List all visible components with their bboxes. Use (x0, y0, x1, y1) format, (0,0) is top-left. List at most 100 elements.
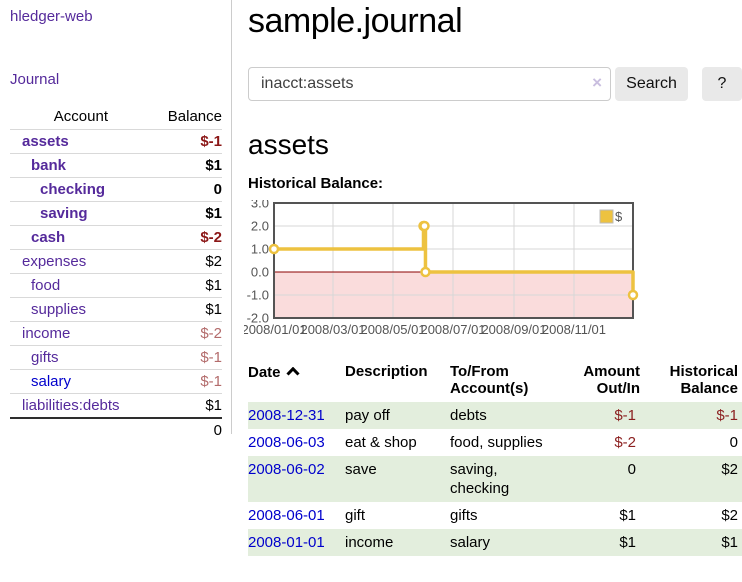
transaction-balance: $2 (721, 507, 738, 524)
account-link[interactable]: assets (22, 133, 69, 150)
data-point (420, 266, 431, 278)
account-balance: $1 (151, 153, 222, 178)
account-link[interactable]: cash (31, 229, 66, 246)
register-header-amount: Amount Out/In (583, 363, 640, 397)
transaction-date-link[interactable]: 2008-06-03 (248, 434, 325, 451)
x-tick-label: 2008/01/01 (244, 322, 307, 337)
accounts-total-row: 0 (10, 417, 222, 442)
account-link[interactable]: income (22, 325, 71, 342)
account-row: food $1 (10, 273, 222, 298)
transaction-row: 2008-01-01 income salary $1 $1 (248, 529, 742, 556)
register-table-body: 2008-12-31 pay off debts $-1 $-1 2008-06-03 ea… (248, 402, 742, 556)
accounts-table: Account Balance assets $-1 bank $1 checking 0… (10, 105, 222, 442)
transaction-description: income (345, 534, 394, 551)
nav-journal: Journal (10, 71, 222, 88)
account-balance: $1 (151, 297, 222, 322)
account-balance: $-1 (151, 129, 222, 154)
account-balance: $-1 (151, 369, 222, 394)
search-button[interactable]: Search (615, 67, 688, 101)
register-header-date[interactable]: Date (248, 361, 345, 402)
account-row: supplies $1 (10, 297, 222, 322)
sidebar: hledger-web Journal Account Balance asse… (0, 0, 232, 442)
transaction-balance: $1 (721, 534, 738, 551)
account-row: bank $1 (10, 153, 222, 178)
account-balance: $2 (151, 249, 222, 274)
plot-border (273, 202, 634, 319)
y-tick-label: 1.0 (251, 242, 269, 257)
account-link[interactable]: liabilities:debts (22, 397, 120, 414)
y-tick-label: -2.0 (247, 311, 269, 326)
account-balance: $-1 (151, 345, 222, 370)
account-balance: $-2 (151, 321, 222, 346)
register-header-accounts: To/From Account(s) (450, 363, 529, 397)
transaction-date-link[interactable]: 2008-01-01 (248, 534, 325, 551)
transaction-accounts: food, supplies (450, 434, 543, 451)
account-row: liabilities:debts $1 (10, 393, 222, 418)
account-balance: $-2 (151, 225, 222, 250)
legend-label: $ (615, 209, 623, 224)
accounts-total-value: 0 (151, 417, 222, 442)
y-tick-label: 2.0 (251, 219, 269, 234)
transaction-description: pay off (345, 407, 390, 424)
x-tick-label: 2008/09/01 (481, 322, 546, 337)
historical-balance-chart: 3.0 2.0 1.0 0.0 -1.0 -2.02008/01/012008/03/01… (244, 200, 639, 337)
page-title: sample.journal (248, 2, 463, 40)
account-link[interactable]: checking (40, 181, 106, 198)
account-balance: 0 (151, 177, 222, 202)
journal-link[interactable]: Journal (10, 71, 60, 88)
sort-ascending-icon (285, 363, 300, 380)
transaction-accounts: gifts (450, 507, 478, 524)
account-link[interactable]: saving (40, 205, 88, 222)
transaction-date-link[interactable]: 2008-12-31 (248, 407, 325, 424)
transaction-amount: $1 (619, 534, 636, 551)
account-row: saving $1 (10, 201, 222, 226)
transaction-row: 2008-06-01 gift gifts $1 $2 (248, 502, 742, 529)
account-link[interactable]: bank (31, 157, 67, 174)
account-link[interactable]: salary (31, 373, 72, 390)
account-row: income $-2 (10, 321, 222, 346)
account-row: assets $-1 (10, 129, 222, 154)
legend-swatch (599, 209, 614, 224)
account-row: cash $-2 (10, 225, 222, 250)
y-tick-label: 0.0 (251, 265, 269, 280)
account-link[interactable]: gifts (31, 349, 59, 366)
y-tick-label: 3.0 (251, 200, 269, 211)
account-link[interactable]: food (31, 277, 61, 294)
transaction-accounts: saving, checking (450, 461, 510, 497)
account-heading: assets (248, 129, 329, 160)
register-header-description: Description (345, 363, 428, 380)
transaction-accounts: salary (450, 534, 491, 551)
data-point (627, 289, 639, 301)
clear-search-icon[interactable]: × (592, 73, 602, 92)
x-tick-label: 2008/11/01 (542, 322, 606, 337)
help-button[interactable]: ? (702, 67, 742, 101)
account-link[interactable]: expenses (22, 253, 87, 270)
main-content: sample.journal × Search ? assets Histori… (244, 0, 742, 556)
app-title-link[interactable]: hledger-web (10, 8, 93, 25)
transaction-balance: $-1 (716, 407, 738, 424)
account-row: checking 0 (10, 177, 222, 202)
accounts-header-balance: Balance (167, 108, 222, 125)
transaction-row: 2008-12-31 pay off debts $-1 $-1 (248, 402, 742, 429)
data-point (268, 243, 280, 255)
transaction-amount: $1 (619, 507, 636, 524)
app-title: hledger-web (10, 8, 222, 25)
data-point (419, 220, 430, 232)
x-tick-label: 2008/07/01 (420, 322, 485, 337)
transaction-date-link[interactable]: 2008-06-01 (248, 507, 325, 524)
register-table: Date Description To/From Account(s) Amou… (248, 361, 742, 556)
account-balance: $1 (151, 201, 222, 226)
account-balance: $1 (151, 393, 222, 418)
account-link[interactable]: supplies (31, 301, 87, 318)
accounts-header-account: Account (53, 108, 108, 125)
transaction-date-link[interactable]: 2008-06-02 (248, 461, 325, 478)
transaction-amount: $-2 (614, 434, 636, 451)
transaction-description: eat & shop (345, 434, 417, 451)
transaction-balance: 0 (729, 434, 738, 451)
transaction-description: save (345, 461, 377, 478)
x-tick-label: 2008/03/01 (300, 322, 365, 337)
search-input[interactable] (248, 67, 611, 101)
y-tick-label: -1.0 (247, 288, 269, 303)
transaction-row: 2008-06-02 save saving, checking 0 $2 (248, 456, 742, 502)
transaction-accounts: debts (450, 407, 487, 424)
